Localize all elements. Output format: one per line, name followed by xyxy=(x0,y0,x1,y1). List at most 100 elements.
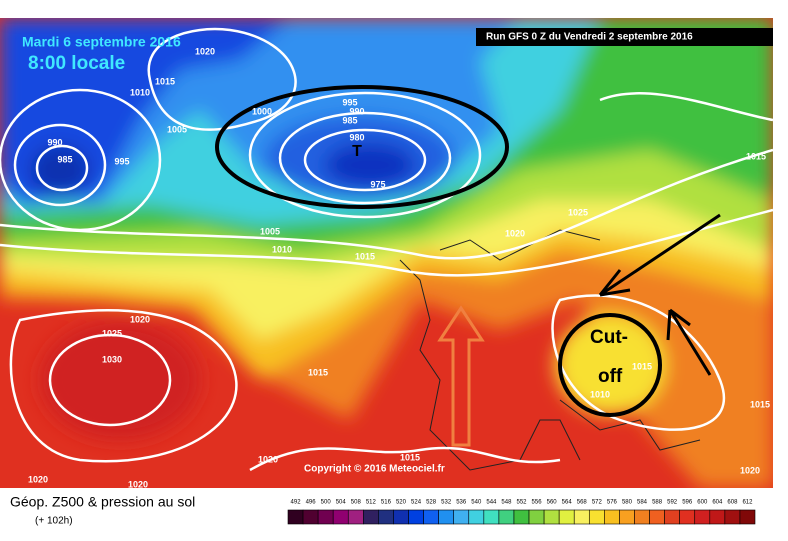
pressure-label: 995 xyxy=(114,156,129,166)
scale-cell xyxy=(634,509,650,525)
scale-label: 536 xyxy=(456,500,467,506)
scale-cell xyxy=(498,509,515,525)
top-strip xyxy=(0,0,788,18)
scale-cell xyxy=(378,509,394,525)
scale-cell xyxy=(528,509,545,525)
scale-label: 540 xyxy=(471,500,482,506)
scale-label: 548 xyxy=(501,500,512,506)
cutoff-line1: Cut- xyxy=(590,327,628,348)
scale-cell xyxy=(317,509,334,525)
pressure-label: 1015 xyxy=(746,151,766,161)
copyright: Copyright © 2016 Meteociel.fr xyxy=(304,464,445,475)
pressure-label: 1020 xyxy=(258,454,278,464)
scale-label: 508 xyxy=(351,500,362,506)
scale-cell xyxy=(363,509,379,525)
scale-label: 552 xyxy=(516,500,527,506)
scale-label: 596 xyxy=(682,500,693,506)
pressure-label: 1000 xyxy=(252,106,272,116)
pressure-label: 1025 xyxy=(568,207,588,217)
time: 8:00 locale xyxy=(28,53,125,74)
pressure-label: 1010 xyxy=(130,87,150,97)
pressure-label: 1015 xyxy=(308,367,328,377)
scale-cell xyxy=(468,509,485,525)
scale-label: 492 xyxy=(291,500,302,506)
scale-cell xyxy=(694,509,711,525)
scale-cell xyxy=(483,509,500,525)
pressure-label: 1015 xyxy=(355,251,375,261)
isobars xyxy=(0,27,773,472)
scale-label: 496 xyxy=(306,500,317,506)
pressure-label: 1015 xyxy=(632,361,652,371)
pressure-label: 980 xyxy=(349,132,364,142)
scale-label: 580 xyxy=(622,500,633,506)
scale-cell xyxy=(408,509,424,525)
scale-label: 564 xyxy=(562,500,573,506)
pressure-label: 990 xyxy=(349,106,364,116)
scale-label: 528 xyxy=(426,500,437,506)
footer-lead: (+ 102h) xyxy=(35,516,73,527)
scale-label: 516 xyxy=(381,500,392,506)
scale-cell xyxy=(347,509,364,525)
scale-label: 584 xyxy=(637,500,648,506)
pressure-label: 1030 xyxy=(102,354,122,364)
scale-cell xyxy=(709,509,726,525)
scale-label: 608 xyxy=(727,500,738,506)
scale-cell xyxy=(573,509,590,525)
scale-label: 512 xyxy=(366,500,377,506)
scale-cell xyxy=(649,509,665,525)
pressure-label: 1010 xyxy=(272,244,292,254)
scale-cell xyxy=(679,509,696,525)
run-box xyxy=(476,28,773,46)
scale-cell xyxy=(588,509,605,525)
low-circle xyxy=(215,85,509,209)
scale-cell xyxy=(604,509,620,525)
scale-cell xyxy=(453,509,470,525)
footer-title: Géop. Z500 & pression au sol xyxy=(10,494,195,510)
pressure-label: 1020 xyxy=(505,228,525,238)
pressure-label: 1015 xyxy=(750,399,770,409)
scale-label: 532 xyxy=(441,500,452,506)
pressure-label: 975 xyxy=(370,179,385,189)
scale-cell xyxy=(302,509,319,525)
pressure-label: 1025 xyxy=(102,328,122,338)
pressure-label: 1020 xyxy=(28,474,48,484)
scale-label: 520 xyxy=(396,500,407,506)
pressure-label: 1020 xyxy=(128,479,148,489)
color-scale: 492 496 500 504 508 512 516 520 524 528 532 536 540 5… xyxy=(287,500,756,525)
scale-cell xyxy=(393,509,409,525)
scale-label: 572 xyxy=(592,500,603,506)
scale-label: 504 xyxy=(336,500,347,506)
pressure-label: 1020 xyxy=(195,46,215,56)
scale-label: 588 xyxy=(652,500,663,506)
pressure-label: 1020 xyxy=(740,465,760,475)
pressure-label: 1005 xyxy=(167,124,187,134)
pressure-label: 1020 xyxy=(130,314,150,324)
cutoff-line2: off xyxy=(598,366,623,387)
field xyxy=(0,18,773,488)
scale-label: 592 xyxy=(667,500,678,506)
scale-label: 600 xyxy=(697,500,708,506)
scale-label: 604 xyxy=(712,500,723,506)
low-marker: T xyxy=(352,143,362,160)
pressure-label: 985 xyxy=(342,115,357,125)
scale-label: 524 xyxy=(411,500,422,506)
scale-cell xyxy=(513,509,530,525)
pressure-label: 1005 xyxy=(260,226,280,236)
scale-cell xyxy=(438,509,455,525)
run: Run GFS 0 Z du Vendredi 2 septembre 2016 xyxy=(486,32,693,43)
arrows xyxy=(598,213,721,376)
scale-label: 544 xyxy=(486,500,497,506)
scale-cell xyxy=(664,509,680,525)
scale-label: 612 xyxy=(742,500,753,506)
up-arrow xyxy=(437,305,485,447)
pressure-label: 990 xyxy=(47,137,62,147)
scale-cell xyxy=(543,509,560,525)
pressure-label: 985 xyxy=(57,154,72,164)
pressure-label: 1010 xyxy=(590,389,610,399)
scale-label: 576 xyxy=(607,500,618,506)
coastlines xyxy=(399,229,701,471)
scale-label: 568 xyxy=(577,500,588,506)
scale-label: 556 xyxy=(532,500,543,506)
